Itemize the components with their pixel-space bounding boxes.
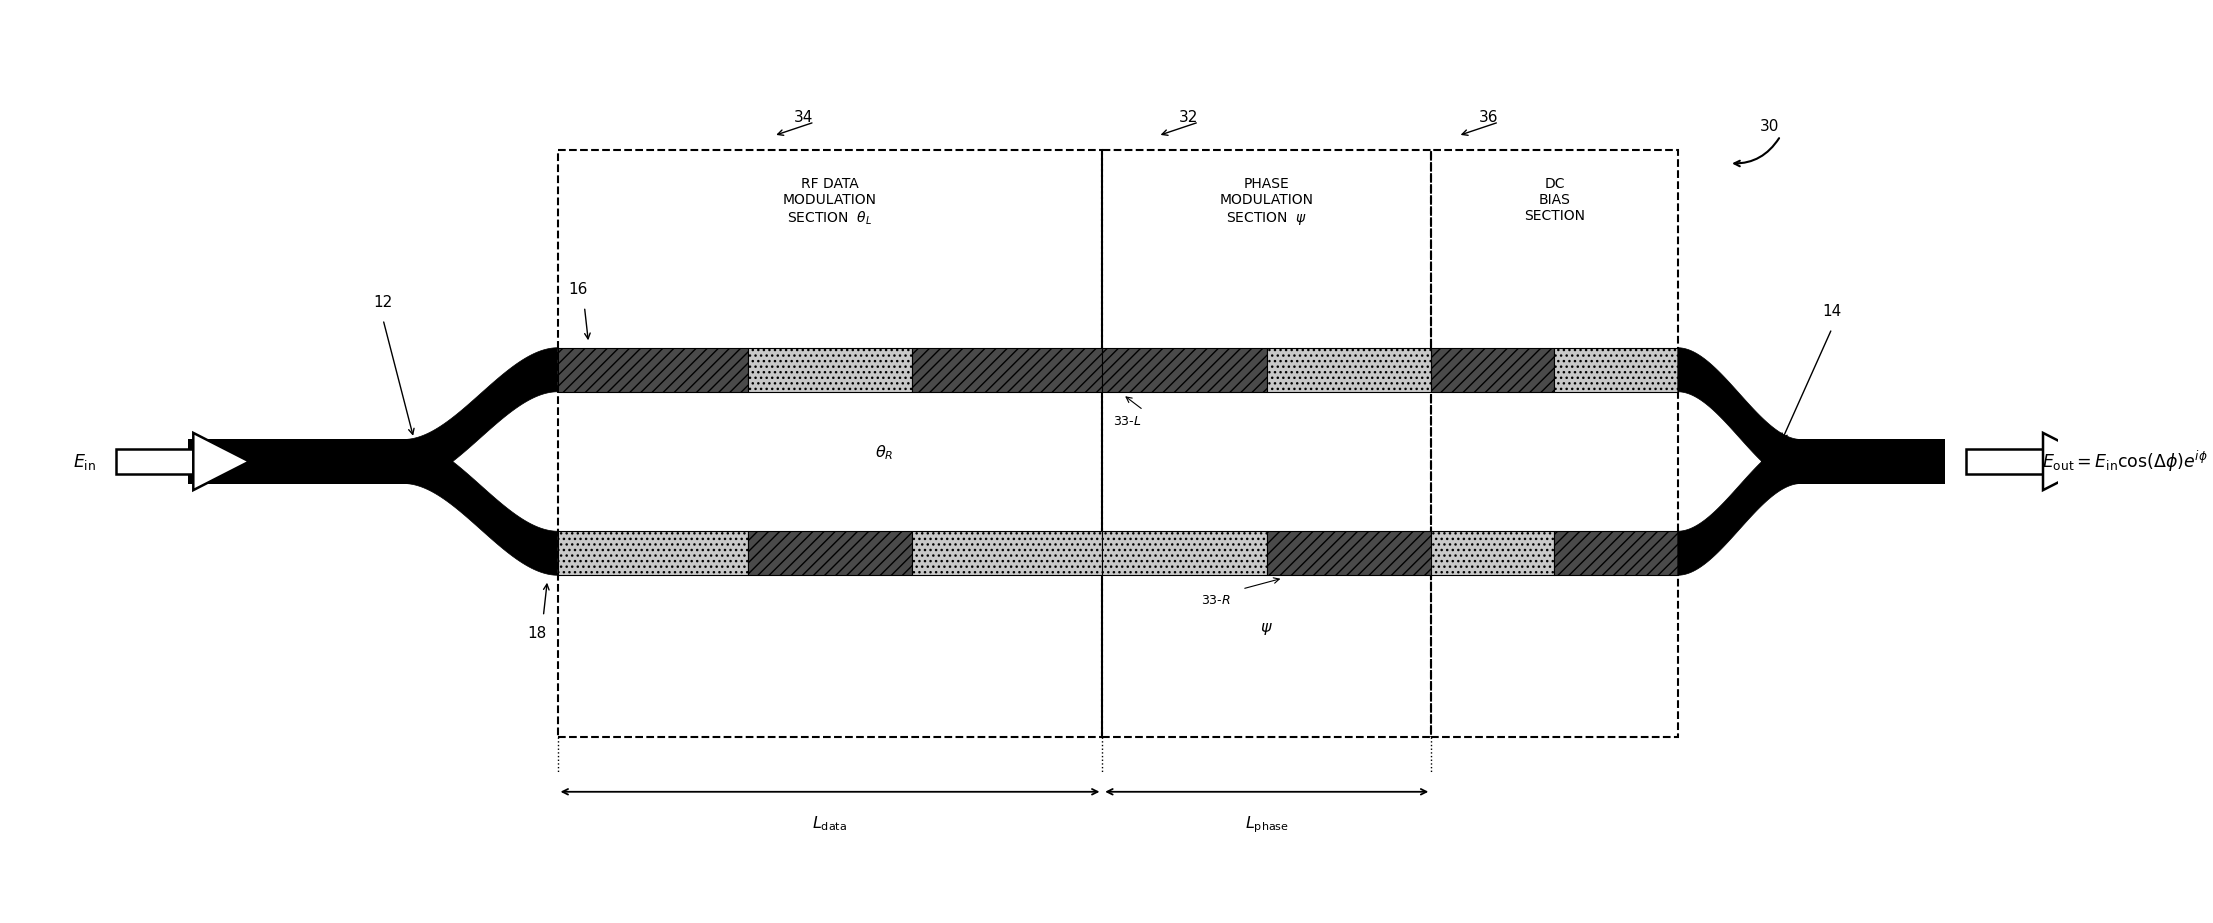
Bar [748, 348, 912, 391]
Text: 30: 30 [1759, 119, 1779, 134]
Bar [558, 348, 1677, 391]
Bar [748, 532, 912, 575]
Bar [558, 150, 1102, 737]
Bar [1965, 449, 2043, 474]
Bar [115, 449, 193, 474]
Text: $33$-$L$: $33$-$L$ [1113, 414, 1142, 427]
Polygon shape [1677, 348, 1801, 575]
Bar [558, 532, 748, 575]
Bar [912, 348, 1102, 391]
Bar [1554, 348, 1677, 391]
Text: DC
BIAS
SECTION: DC BIAS SECTION [1525, 177, 1585, 223]
Polygon shape [403, 348, 558, 575]
Text: 36: 36 [1478, 110, 1498, 125]
Text: $E_{\rm in}$: $E_{\rm in}$ [73, 451, 97, 472]
Text: $\theta_R$: $\theta_R$ [876, 443, 894, 462]
Bar [1102, 532, 1266, 575]
Bar [558, 348, 748, 391]
Text: $L_{\rm data}$: $L_{\rm data}$ [812, 815, 848, 833]
Polygon shape [2043, 433, 2100, 490]
Text: $33$-$R$: $33$-$R$ [1202, 593, 1230, 606]
Bar [1102, 348, 1266, 391]
Bar [188, 439, 403, 484]
Text: 32: 32 [1177, 110, 1197, 125]
Text: 18: 18 [527, 626, 547, 641]
Bar [558, 532, 1677, 575]
Bar [1432, 532, 1554, 575]
Text: 16: 16 [569, 282, 589, 297]
Bar [1432, 150, 1677, 737]
Text: 34: 34 [794, 110, 814, 125]
Text: 14: 14 [1821, 305, 1841, 319]
Text: PHASE
MODULATION
SECTION  $\psi$: PHASE MODULATION SECTION $\psi$ [1219, 177, 1315, 227]
Bar [1266, 532, 1432, 575]
Text: RF DATA
MODULATION
SECTION  $\theta_L$: RF DATA MODULATION SECTION $\theta_L$ [783, 177, 876, 227]
Text: $E_{\rm out} = E_{\rm in}\cos(\Delta\phi)e^{i\phi}$: $E_{\rm out} = E_{\rm in}\cos(\Delta\phi… [2043, 449, 2209, 474]
Bar [1801, 439, 1945, 484]
Bar [1266, 348, 1432, 391]
Text: $L_{\rm phase}$: $L_{\rm phase}$ [1244, 815, 1288, 835]
Text: $\psi$: $\psi$ [1261, 621, 1272, 637]
Bar [1432, 348, 1554, 391]
Bar [1554, 532, 1677, 575]
Text: 12: 12 [374, 295, 392, 310]
Polygon shape [193, 433, 250, 490]
Bar [1102, 150, 1432, 737]
Bar [912, 532, 1102, 575]
